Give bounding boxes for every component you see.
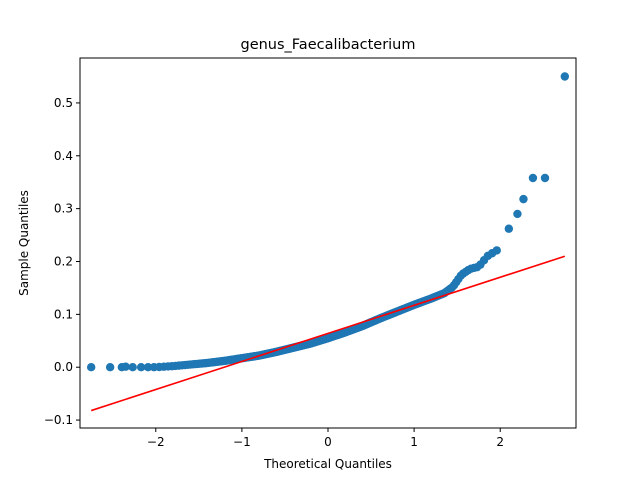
y-tick-label: 0.5 <box>54 96 73 110</box>
y-tick-label: 0.1 <box>54 307 73 321</box>
data-point <box>105 363 115 372</box>
reference-line <box>90 255 566 412</box>
y-tick-label: 0.3 <box>54 202 73 216</box>
data-point <box>86 363 96 372</box>
data-point <box>136 363 146 372</box>
x-tick-label: −2 <box>147 435 165 449</box>
data-point <box>540 173 550 183</box>
data-point <box>519 194 528 204</box>
data-point <box>492 246 501 255</box>
x-tick-label: −1 <box>233 435 251 449</box>
x-axis-ticks: −2 −1 0 1 2 <box>147 428 504 449</box>
plot-area <box>86 72 570 412</box>
y-tick-label: 0.0 <box>54 360 73 374</box>
data-point <box>528 173 538 183</box>
data-point <box>560 72 570 81</box>
x-tick-label: 0 <box>324 435 332 449</box>
y-axis-label: Sample Quantiles <box>17 190 31 296</box>
chart-title: genus_Faecalibacterium <box>240 37 415 53</box>
y-tick-label: 0.2 <box>54 255 73 269</box>
data-point <box>121 362 130 371</box>
x-tick-label: 2 <box>496 435 504 449</box>
y-axis-ticks: −0.1 0.0 0.1 0.2 0.3 0.4 0.5 <box>44 96 80 427</box>
x-axis-label: Theoretical Quantiles <box>263 457 392 471</box>
data-point <box>513 209 522 219</box>
data-point <box>128 363 137 372</box>
axes-frame <box>79 57 577 429</box>
y-tick-label: 0.4 <box>54 149 73 163</box>
data-point <box>504 224 514 233</box>
x-tick-label: 1 <box>410 435 418 449</box>
y-tick-label: −0.1 <box>44 413 73 427</box>
data-point <box>143 363 153 372</box>
